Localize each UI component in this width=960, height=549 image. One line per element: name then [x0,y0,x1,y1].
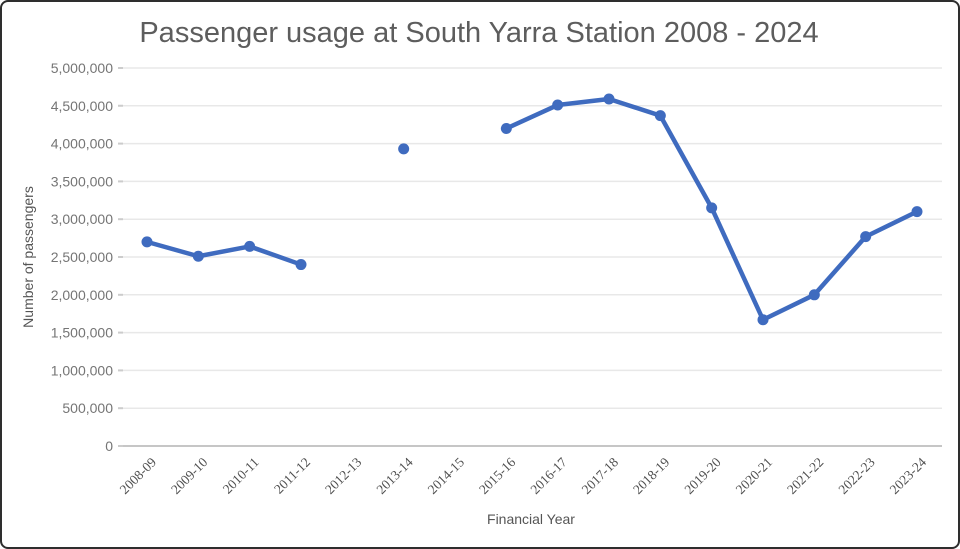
chart-title: Passenger usage at South Yarra Station 2… [139,17,818,49]
data-point [244,240,256,252]
x-tick-label: 2012-13 [322,454,365,497]
x-tick-label: 2022-23 [835,454,878,497]
data-point [757,314,769,326]
data-point [295,259,307,271]
x-tick-label: 2017-18 [579,454,622,497]
plot-area: 0 500,000 1,000,000 1,500,000 2,000,000 2,500… [51,60,942,497]
data-point [603,93,615,105]
data-point [500,122,512,134]
line-segment [144,239,304,267]
y-tick-label: 1,000,000 [51,362,113,378]
x-tick-label: 2011-12 [271,455,313,497]
data-point [808,289,820,301]
x-tick-label: 2010-11 [220,455,262,497]
data-point [654,110,666,122]
x-tick-label: 2018-19 [630,454,673,497]
y-tick-label: 2,000,000 [51,287,113,303]
x-tick-label: 2019-20 [681,454,724,497]
y-tick-label: 0 [105,438,113,454]
y-tick-label: 5,000,000 [51,60,113,76]
y-tick-label: 4,000,000 [51,136,113,152]
x-tick-label: 2008-09 [117,454,160,497]
y-tick-label: 2,500,000 [51,249,113,265]
y-axis-title: Number of passengers [20,186,36,328]
x-tick-label: 2013-14 [373,454,416,497]
data-point [398,143,410,155]
x-tick-label: 2023-24 [887,454,930,497]
x-tick-label: 2009-10 [168,454,211,497]
x-tick-label: 2021-22 [784,455,826,497]
y-tick-label: 3,000,000 [51,211,113,227]
x-tick-label: 2014-15 [425,454,468,497]
x-axis-title: Financial Year [487,511,575,527]
data-point [706,202,718,214]
y-tick-label: 500,000 [62,400,113,416]
y-tick-label: 4,500,000 [51,98,113,114]
data-point [911,206,923,218]
data-point [860,231,872,243]
x-tick-label: 2015-16 [476,454,519,497]
x-tick-label: 2020-21 [733,455,775,497]
data-point [141,236,153,248]
x-tick-label: 2016-17 [527,454,570,497]
y-tick-label: 1,500,000 [51,325,113,341]
data-point [192,250,204,262]
y-tick-label: 3,500,000 [51,173,113,189]
data-point [552,99,564,111]
